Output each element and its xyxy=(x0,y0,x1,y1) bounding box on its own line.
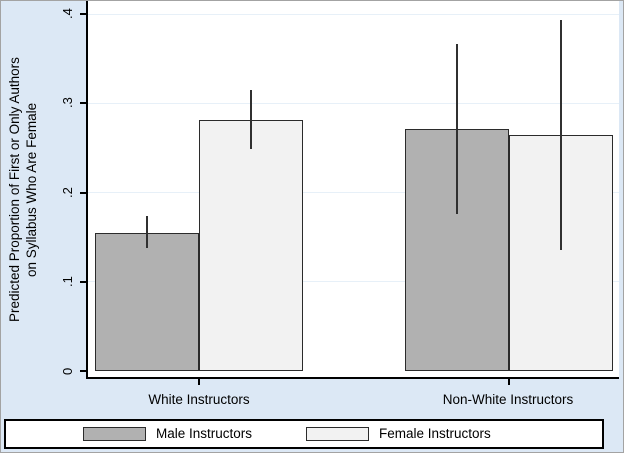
legend-label-female-instructors: Female Instructors xyxy=(379,426,491,441)
y-tick-.1 xyxy=(80,280,86,283)
plot-area xyxy=(86,1,619,379)
x-tick-non-white-instructors xyxy=(507,379,510,385)
bar-male-instructors-white-instructors xyxy=(95,232,199,371)
y-tick-0 xyxy=(80,370,86,372)
legend-swatch-female-instructors xyxy=(306,427,369,441)
y-tick-.2 xyxy=(80,191,86,194)
errorbar-male-instructors-white-instructors xyxy=(146,215,148,248)
legend-label-male-instructors: Male Instructors xyxy=(156,426,253,441)
gridline-.4 xyxy=(88,13,619,15)
y-tick-label-.1: .1 xyxy=(60,276,75,288)
y-axis-title-line-2: on Syllabus Who Are Female xyxy=(24,102,39,278)
legend-swatch-male-instructors xyxy=(83,427,146,441)
bar-female-instructors-non-white-instructors xyxy=(508,135,613,371)
y-axis-title: Predicted Proportion of First or Only Au… xyxy=(6,1,42,379)
y-tick-.4 xyxy=(80,13,86,15)
y-tick-label-.3: .3 xyxy=(60,97,75,109)
y-tick-label-.2: .2 xyxy=(60,187,75,198)
errorbar-female-instructors-non-white-instructors xyxy=(559,20,562,250)
errorbar-female-instructors-white-instructors xyxy=(250,89,252,149)
x-category-label-non-white-instructors: Non-White Instructors xyxy=(442,392,574,407)
y-tick-label-0: 0 xyxy=(60,367,75,375)
y-axis-title-line-1: Predicted Proportion of First or Only Au… xyxy=(7,57,22,323)
gridline-.3 xyxy=(88,102,619,104)
gridline-.1 xyxy=(88,281,619,283)
x-category-label-white-instructors: White Instructors xyxy=(148,392,250,407)
errorbar-male-instructors-non-white-instructors xyxy=(455,44,458,214)
bar-female-instructors-white-instructors xyxy=(199,120,303,371)
y-tick-label-.4: .4 xyxy=(60,8,75,20)
legend: Male Instructors Female Instructors xyxy=(4,419,604,449)
y-tick-.3 xyxy=(80,102,86,105)
gridline-.2 xyxy=(88,192,619,193)
x-tick-white-instructors xyxy=(198,379,200,385)
